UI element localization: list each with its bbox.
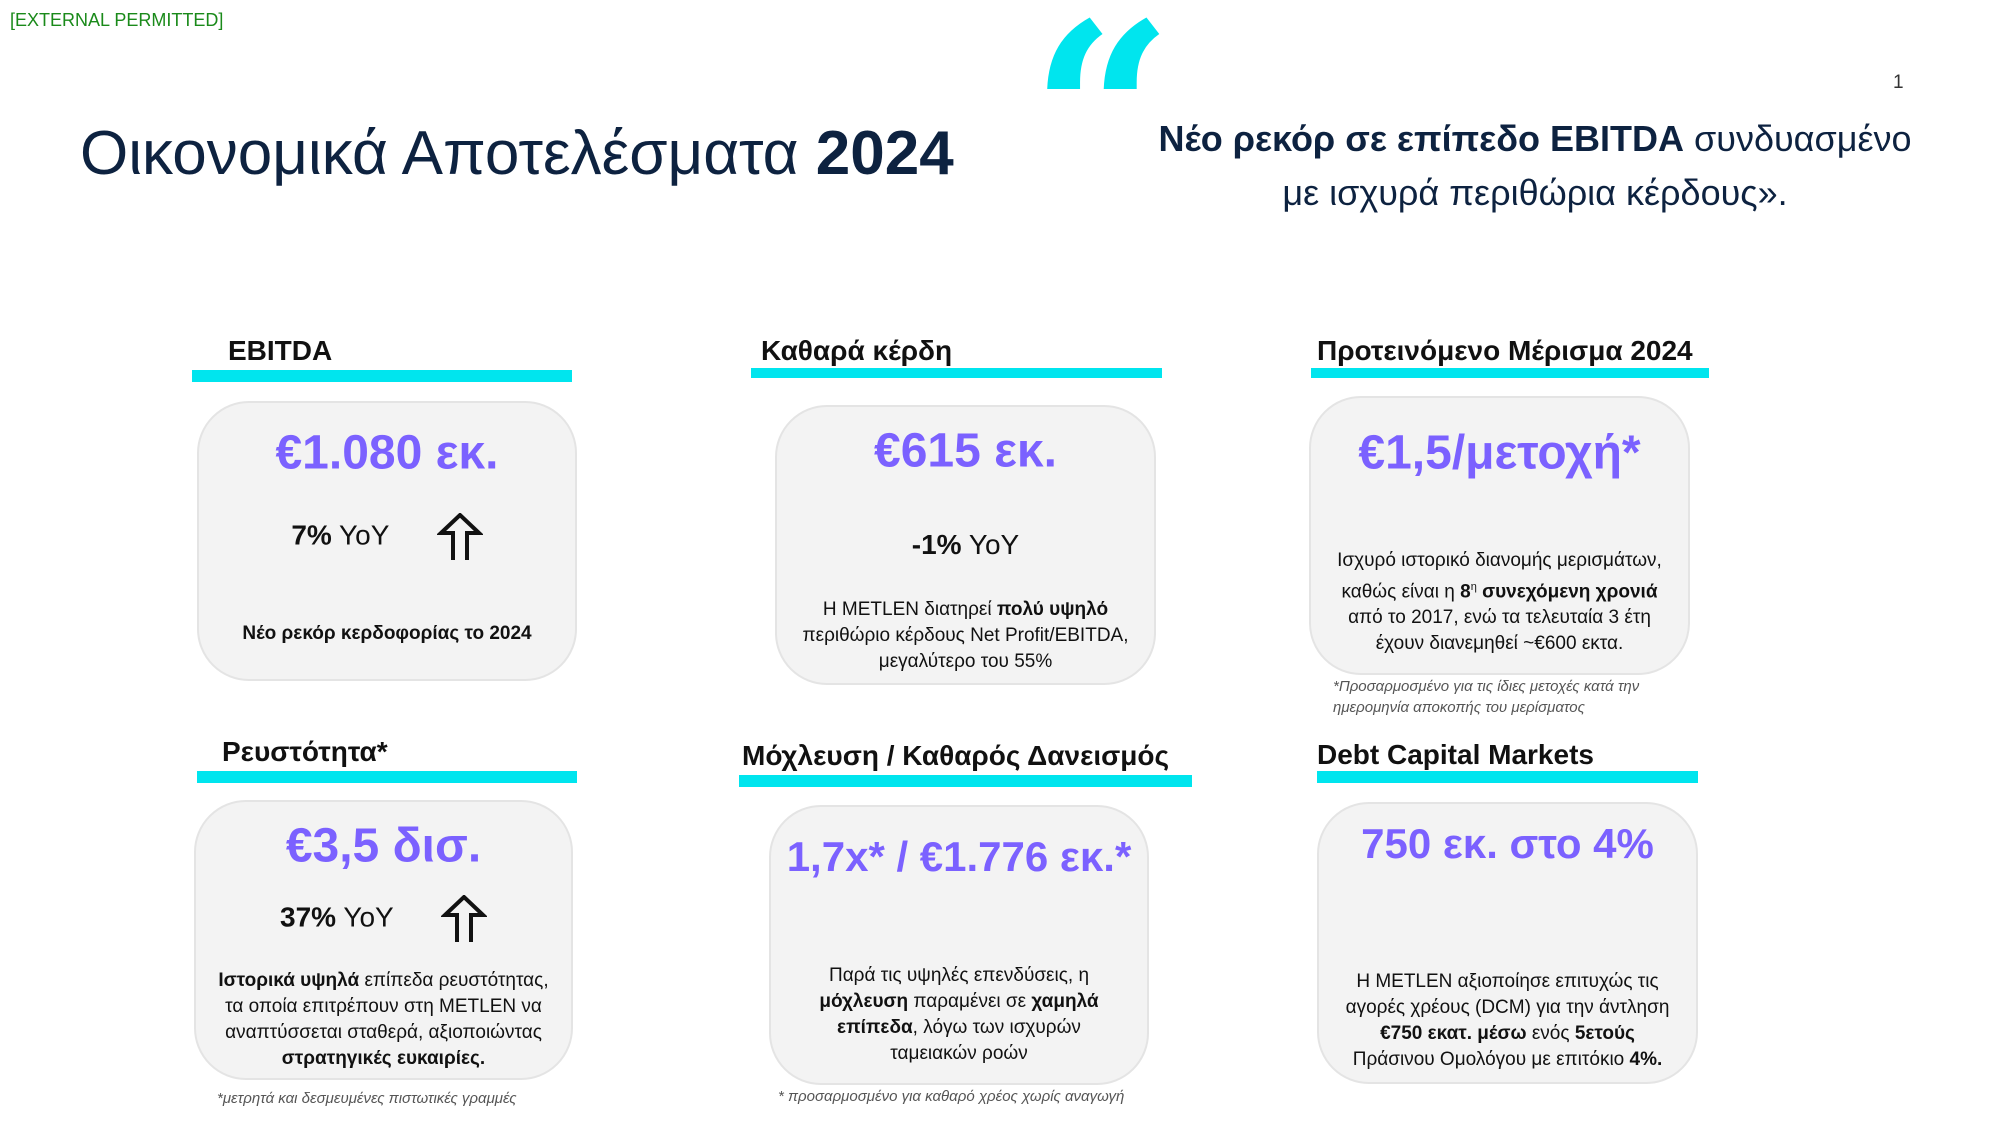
- up-arrow-icon: [440, 895, 487, 942]
- ebitda-heading: EBITDA: [228, 335, 333, 366]
- net-profit-card: €615 εκ. -1% YoY Η METLEN διατηρεί πολύ …: [775, 405, 1156, 685]
- dcm-value: 750 εκ. στο 4%: [1361, 820, 1654, 867]
- dividend-card: €1,5/μετοχή* Ισχυρό ιστορικό διανομής με…: [1309, 396, 1690, 675]
- liquidity-value: €3,5 δισ.: [285, 819, 482, 873]
- ebitda-card: €1.080 εκ. 7% YoY Νέο ρεκόρ κερδοφορίας …: [197, 401, 577, 681]
- ebitda-accent-bar: [192, 370, 572, 382]
- dividend-heading: Προτεινόμενο Μέρισμα 2024: [1317, 335, 1693, 366]
- liquidity-card: €3,5 δισ. 37% YoY Ιστορικά υψηλά επίπεδα…: [194, 800, 573, 1080]
- net-profit-yoy: -1% YoY: [911, 529, 1020, 560]
- liquidity-yoy: 37% YoY: [196, 895, 571, 943]
- net-profit-value: €615 εκ.: [874, 424, 1057, 478]
- dcm-heading: Debt Capital Markets: [1317, 739, 1594, 770]
- liquidity-footnote: *μετρητά και δεσμευμένες πιστωτικές γραμ…: [217, 1090, 517, 1107]
- dcm-accent-bar: [1317, 771, 1698, 783]
- leverage-heading: Μόχλευση / Καθαρός Δανεισμός: [742, 740, 1170, 771]
- liquidity-accent-bar: [197, 771, 577, 783]
- page-title: Οικονομικά Αποτελέσματα 2024: [80, 119, 954, 188]
- dividend-value: €1,5/μετοχή*: [1358, 426, 1641, 480]
- dividend-accent-bar: [1311, 368, 1709, 378]
- classification-label: [EXTERNAL PERMITTED]: [10, 10, 224, 30]
- dcm-description: Η METLEN αξιοποίησε επιτυχώς τις αγορές χ…: [1345, 971, 1670, 1070]
- liquidity-heading: Ρευστότητα*: [222, 736, 388, 767]
- net-profit-description: Η METLEN διατηρεί πολύ υψηλό περιθώριο κέ…: [802, 599, 1129, 672]
- dividend-description: Ισχυρό ιστορικό διανομής μερισμάτων, καθώ…: [1337, 550, 1662, 655]
- quote-mark-icon: “: [1030, 0, 1174, 262]
- leverage-accent-bar: [739, 775, 1192, 787]
- quote-text: Νέο ρεκόρ σε επίπεδο EBITDA συνδυασμένο μ…: [1158, 118, 1912, 213]
- up-arrow-icon: [436, 513, 483, 560]
- leverage-description: Παρά τις υψηλές επενδύσεις, η μόχλευση πα…: [819, 965, 1099, 1064]
- net-profit-heading: Καθαρά κέρδη: [761, 335, 953, 366]
- net-profit-accent-bar: [751, 368, 1162, 378]
- dividend-footnote: *Προσαρμοσμένο για τις ίδιες μετοχές κατ…: [1333, 678, 1640, 716]
- ebitda-value: €1.080 εκ.: [275, 426, 499, 480]
- leverage-card: 1,7x* / €1.776 εκ.* Παρά τις υψηλές επεν…: [769, 805, 1149, 1085]
- liquidity-description: Ιστορικά υψηλά επίπεδα ρευστότητας, τα οπ…: [218, 970, 549, 1069]
- dcm-card: 750 εκ. στο 4% Η METLEN αξιοποίησε επιτυ…: [1317, 802, 1698, 1084]
- ebitda-caption: Νέο ρεκόρ κερδοφορίας το 2024: [242, 623, 532, 644]
- ebitda-yoy: 7% YoY: [199, 513, 575, 561]
- leverage-footnote: * προσαρμοσμένο για καθαρό χρέος χωρίς α…: [778, 1088, 1125, 1105]
- leverage-value: 1,7x* / €1.776 εκ.*: [786, 833, 1132, 880]
- page-number: 1: [1893, 72, 1904, 93]
